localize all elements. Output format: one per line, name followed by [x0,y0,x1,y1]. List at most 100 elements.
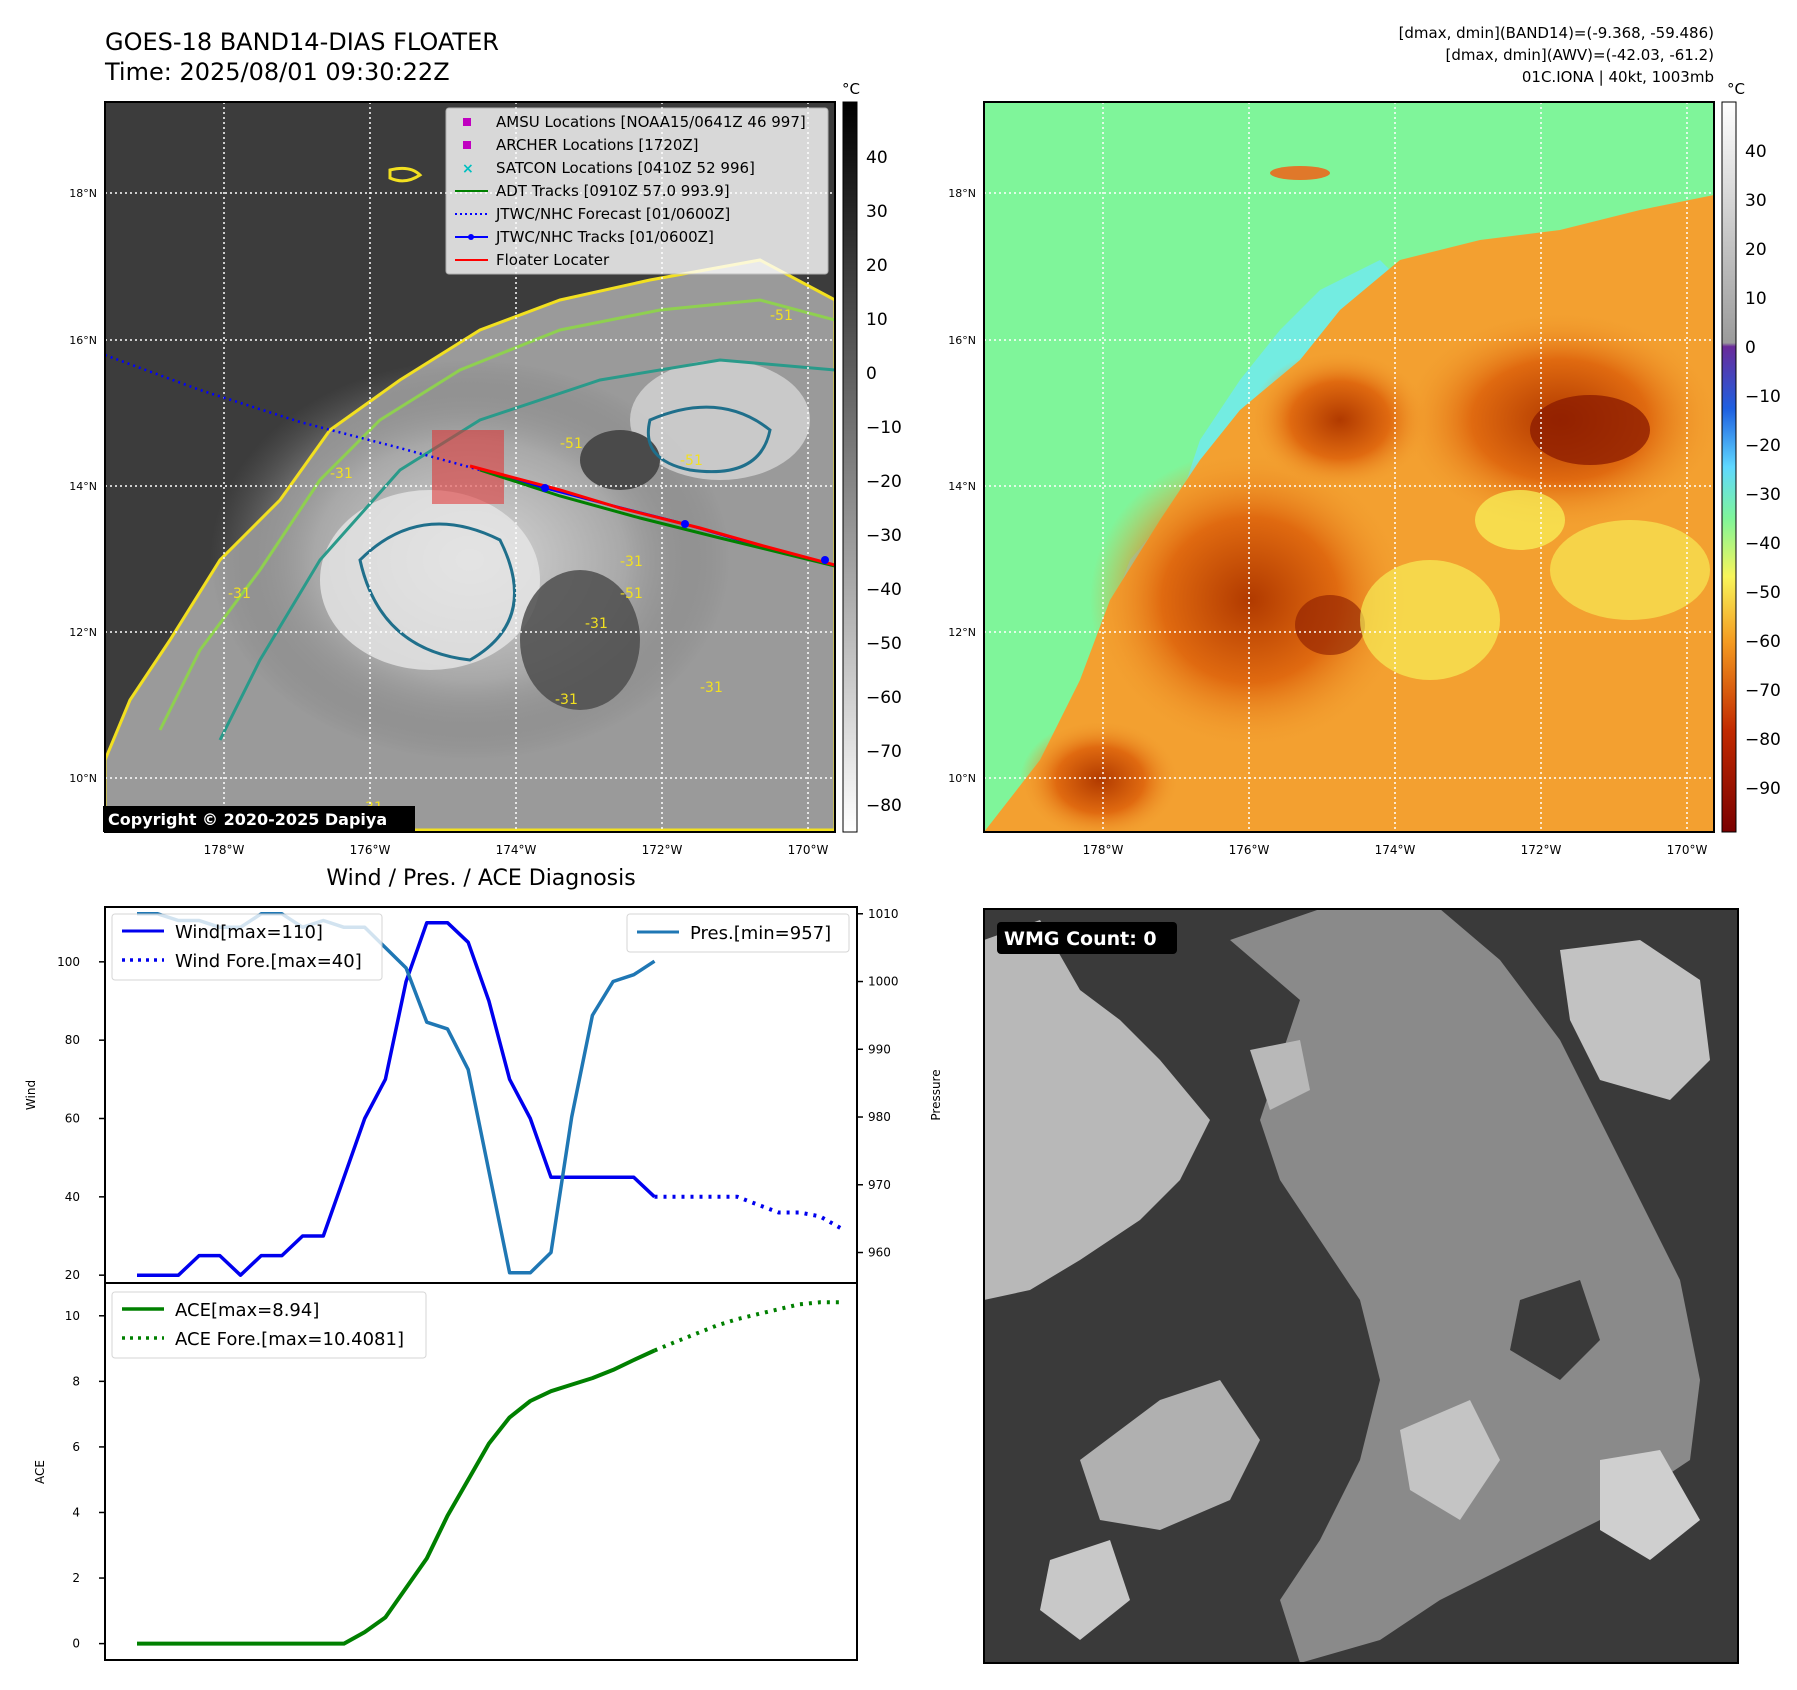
ir-panel: -51 -31 -51 -51 -31 -31 -31 -31 -31 -31 … [69,80,902,857]
wind-axis-label: Wind [24,1080,38,1110]
ir-colorbar-unit: °C [842,80,860,98]
lat-label: 16°N [948,334,976,347]
colorbar-tick: −30 [1745,485,1781,505]
wv-frame [983,101,1715,833]
pressure-y-tick-label: 990 [868,1042,891,1056]
lon-label: 172°W [642,843,683,857]
ace-y-tick-label: 4 [72,1505,80,1519]
wv-colorbar [1721,101,1737,833]
colorbar-tick: 40 [1745,142,1767,162]
colorbar-tick: −50 [1745,583,1781,603]
colorbar-tick: 30 [1745,191,1767,211]
lat-label: 14°N [948,480,976,493]
contour-label: -51 [770,308,793,324]
lat-label: 12°N [69,626,97,639]
lon-label: 176°W [350,843,391,857]
ace-axes [104,1282,858,1661]
colorbar-tick: −10 [866,418,902,438]
lon-label: 170°W [1667,843,1708,857]
colorbar-tick: −60 [1745,632,1781,652]
track-point [541,484,549,492]
wv-lat-labels: 18°N 16°N 14°N 12°N 10°N [948,187,976,785]
wv-colorbar-ticks: 40 30 20 10 0 −10 −20 −30 −40 −50 −60 −7… [1745,142,1781,799]
pressure-y-tick-label: 980 [868,1110,891,1124]
colorbar-tick: −70 [1745,681,1781,701]
wmg-count-badge [997,922,1177,954]
wmg-frame [983,908,1739,1664]
wv-panel: 18°N 16°N 14°N 12°N 10°N 178°W 176°W 174… [948,80,1781,857]
legend-marker-satcon: × [462,161,474,177]
lon-label: 178°W [1083,843,1124,857]
colorbar-tick: −20 [866,472,902,492]
contour-label: -51 [680,453,703,469]
colorbar-tick: −80 [1745,730,1781,750]
track-point [681,520,689,528]
ace-y-tick-label: 8 [72,1374,80,1388]
colorbar-tick: 0 [1745,338,1756,358]
info-awv: [dmax, dmin](AWV)=(-42.03, -61.2) [1446,46,1714,64]
wmg-image [984,909,1738,1663]
ace-line [137,1348,656,1646]
wind-y-tick-label: 100 [57,955,80,969]
contour-label: -31 [585,616,608,632]
wv-image [984,102,1714,832]
ir-colorbar-ticks: 40 30 20 10 0 −10 −20 −30 −40 −50 −60 −7… [866,148,902,816]
colorbar-tick: 10 [1745,289,1767,309]
pressure-y-ticks: 960 970 980 990 1000 1010 [857,907,899,1260]
ir-colorbar [842,101,858,833]
colorbar-tick: −40 [866,580,902,600]
wv-gridlines [984,102,1714,832]
pressure-y-tick-label: 1000 [868,975,899,989]
colorbar-tick: −40 [1745,534,1781,554]
wind-y-tick-label: 80 [65,1033,80,1047]
colorbar-tick: −20 [1745,436,1781,456]
pressure-y-tick-label: 1010 [868,907,899,921]
legend-marker-amsu [463,118,471,126]
legend-label: ADT Tracks [0910Z 57.0 993.9] [496,182,730,200]
contour-label: -51 [620,586,643,602]
ace-y-tick-label: 10 [65,1309,80,1323]
legend-label: ACE[max=8.94] [175,1300,319,1321]
contour-label: -31 [700,680,723,696]
ace-y-tick-label: 2 [72,1571,80,1585]
colorbar-tick: 20 [866,256,888,276]
wv-colorbar-unit: °C [1727,80,1745,98]
colorbar-tick: 0 [866,364,877,384]
wv-lon-labels: 178°W 176°W 174°W 172°W 170°W [1083,843,1708,857]
legend-marker-archer [463,141,471,149]
colorbar-tick: −90 [1745,779,1781,799]
contour-labels: -51 -31 -51 -51 -31 -31 -31 -31 -31 -31 … [228,308,793,816]
ace-axis-label: ACE [33,1460,47,1484]
ace-y-tick-label: 6 [72,1440,80,1454]
lat-label: 18°N [69,187,97,200]
legend-label: SATCON Locations [0410Z 52 996] [496,159,755,177]
floater-box [432,430,504,504]
lon-label: 176°W [1229,843,1270,857]
ace-y-ticks: 0 2 4 6 8 10 [65,1309,105,1651]
lat-label: 18°N [948,187,976,200]
legend-label: JTWC/NHC Forecast [01/0600Z] [495,205,730,223]
colorbar-tick: 20 [1745,240,1767,260]
pressure-y-tick-label: 970 [868,1178,891,1192]
lat-label: 12°N [948,626,976,639]
wind-y-tick-label: 40 [65,1190,80,1204]
lon-label: 172°W [1521,843,1562,857]
contour-label: -51 [560,436,583,452]
wind-y-ticks: 20 40 60 80 100 [57,955,105,1282]
wind-y-tick-label: 20 [65,1268,80,1282]
contour-label: -31 [228,586,251,602]
legend-label: AMSU Locations [NOAA15/0641Z 46 997] [496,113,806,131]
diagnosis-panel: Wind / Pres. / ACE Diagnosis 20406080100… [24,866,943,1661]
wmg-count-label: WMG Count: 0 [1004,928,1157,950]
track-point [821,556,829,564]
pressure-legend: Pres.[min=957] [626,913,850,953]
ir-legend: AMSU Locations [NOAA15/0641Z 46 997] ARC… [445,107,829,275]
ace-legend: ACE[max=8.94] ACE Fore.[max=10.4081] [111,1291,427,1359]
legend-label: Wind Fore.[max=40] [175,951,362,972]
lon-label: 174°W [1375,843,1416,857]
info-band14: [dmax, dmin](BAND14)=(-9.368, -59.486) [1399,24,1714,42]
contour-label: -31 [555,692,578,708]
ir-lon-labels: 178°W 176°W 174°W 172°W 170°W [204,843,829,857]
lon-label: 174°W [496,843,537,857]
figure-time: Time: 2025/08/01 09:30:22Z [104,58,450,86]
